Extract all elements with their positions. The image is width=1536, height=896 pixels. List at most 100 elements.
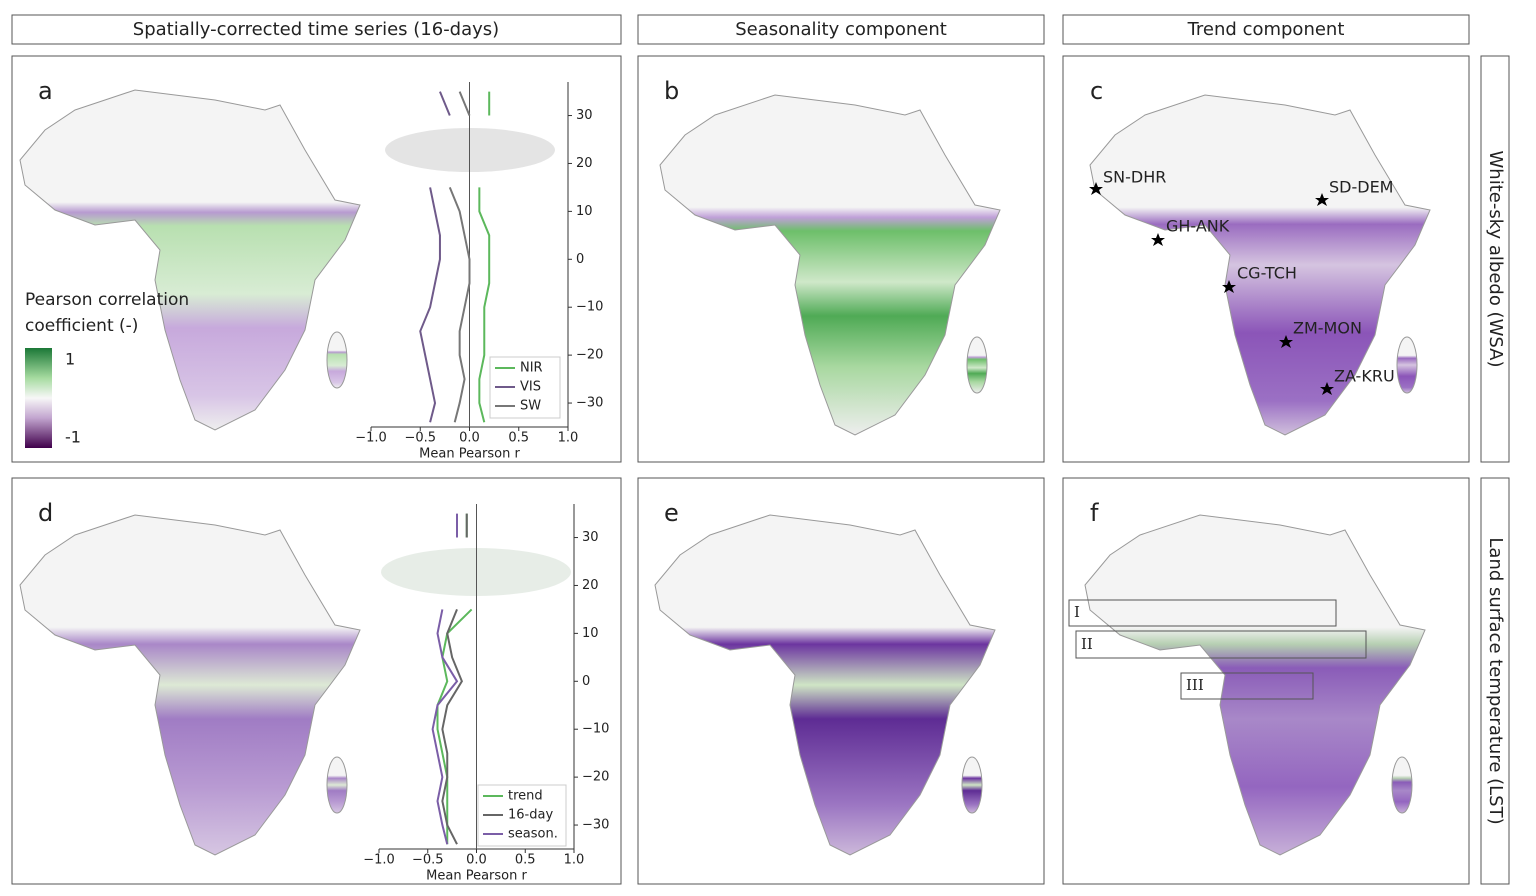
series-line xyxy=(441,513,468,845)
y-tick-label: −20 xyxy=(582,770,609,785)
y-tick-label: 10 xyxy=(576,204,593,219)
y-tick-label: −30 xyxy=(576,396,603,411)
row-label: Land surface temperature (LST) xyxy=(1485,537,1506,824)
panel-letter: b xyxy=(664,77,679,105)
station-star xyxy=(1151,233,1165,246)
x-tick-label: −0.5 xyxy=(412,853,444,868)
panel-frame xyxy=(637,477,1045,885)
y-tick-label: 20 xyxy=(582,578,599,593)
station-label: ZM-MON xyxy=(1293,319,1362,338)
region-box xyxy=(1068,599,1337,627)
africa-map xyxy=(1084,514,1426,856)
africa-map xyxy=(659,94,1001,436)
legend-label: trend xyxy=(508,789,543,804)
y-tick-label: −20 xyxy=(576,348,603,363)
madagascar xyxy=(326,756,348,814)
station-star xyxy=(1222,280,1236,293)
colorbar xyxy=(25,348,52,448)
station-label: CG-TCH xyxy=(1237,264,1297,283)
x-tick-label: −1.0 xyxy=(355,431,387,446)
panel-letter: c xyxy=(1090,77,1103,105)
column-header: Spatially-corrected time series (16-days… xyxy=(133,19,499,40)
panel-letter: d xyxy=(38,499,53,527)
station-star xyxy=(1315,193,1329,206)
station-label: SN-DHR xyxy=(1103,168,1166,187)
row-label-box xyxy=(1480,55,1510,463)
legend-label: season. xyxy=(508,827,558,842)
panel-frame xyxy=(11,55,622,463)
y-tick-label: −30 xyxy=(582,818,609,833)
y-tick-label: 20 xyxy=(576,156,593,171)
panel-letter: a xyxy=(38,77,53,105)
header-box xyxy=(637,14,1045,45)
x-tick-label: 0.0 xyxy=(459,431,480,446)
series-line xyxy=(448,91,471,423)
y-tick-label: 30 xyxy=(582,530,599,545)
x-tick-label: −1.0 xyxy=(363,853,395,868)
region-box xyxy=(1075,630,1367,659)
africa-map xyxy=(19,89,361,431)
africa-map xyxy=(654,514,996,856)
row-label-box xyxy=(1480,477,1510,885)
region-label: I xyxy=(1074,603,1080,621)
x-tick-label: 0.5 xyxy=(508,431,529,446)
panel-frame xyxy=(1062,55,1470,463)
maps xyxy=(19,89,1431,856)
stations: SN-DHR SD-DEM GH-ANK CG-TCH ZM-MON ZA-KR… xyxy=(1089,168,1395,395)
colorbar-label: Pearson correlation xyxy=(25,290,189,310)
row-label: White-sky albedo (WSA) xyxy=(1485,151,1506,368)
series-line xyxy=(431,513,459,845)
x-tick-label: 0.0 xyxy=(466,853,487,868)
panel-letter: e xyxy=(664,499,679,527)
continent xyxy=(19,89,361,431)
station-label: GH-ANK xyxy=(1166,217,1230,236)
x-tick-label: 1.0 xyxy=(564,853,585,868)
x-tick-label: 1.0 xyxy=(558,431,579,446)
x-tick-label: 0.5 xyxy=(515,853,536,868)
panel-frame xyxy=(1062,477,1470,885)
station-star xyxy=(1279,335,1293,348)
panel-letter: f xyxy=(1090,499,1099,527)
station-star xyxy=(1320,382,1334,395)
continent xyxy=(654,514,996,856)
column-header: Trend component xyxy=(1187,19,1345,40)
station-star xyxy=(1089,182,1103,195)
region-label: II xyxy=(1081,635,1093,653)
station-label: ZA-KRU xyxy=(1334,367,1395,386)
y-tick-label: 0 xyxy=(582,674,590,689)
header-box xyxy=(1062,14,1470,45)
x-axis-label: Mean Pearson r xyxy=(419,447,520,462)
legend-label: VIS xyxy=(520,380,541,395)
legend-label: 16-day xyxy=(508,808,553,823)
region-label: III xyxy=(1186,676,1204,694)
header-box xyxy=(11,14,622,45)
region-box xyxy=(1180,672,1314,700)
madagascar xyxy=(1396,336,1418,394)
madagascar xyxy=(1391,756,1413,814)
madagascar xyxy=(961,756,983,814)
y-tick-label: 0 xyxy=(576,252,584,267)
madagascar xyxy=(966,336,988,394)
station-label: SD-DEM xyxy=(1329,178,1393,197)
column-header: Seasonality component xyxy=(735,19,947,40)
africa-map xyxy=(19,514,361,856)
y-tick-label: 30 xyxy=(576,108,593,123)
continent xyxy=(19,514,361,856)
colorbar-min: -1 xyxy=(65,428,81,447)
colorbar-max: 1 xyxy=(65,350,75,369)
x-tick-label: −0.5 xyxy=(404,431,436,446)
continent xyxy=(1084,514,1426,856)
continent xyxy=(659,94,1001,436)
y-tick-label: −10 xyxy=(582,722,609,737)
legend-label: SW xyxy=(520,399,541,414)
regions: I II III xyxy=(1068,599,1367,700)
series-line xyxy=(419,91,451,423)
y-tick-label: −10 xyxy=(576,300,603,315)
y-tick-label: 10 xyxy=(582,626,599,641)
series-line xyxy=(478,91,491,423)
panel-frame xyxy=(637,55,1045,463)
madagascar xyxy=(326,331,348,389)
colorbar-label: coefficient (-) xyxy=(25,316,138,336)
panel-frame xyxy=(11,477,622,885)
